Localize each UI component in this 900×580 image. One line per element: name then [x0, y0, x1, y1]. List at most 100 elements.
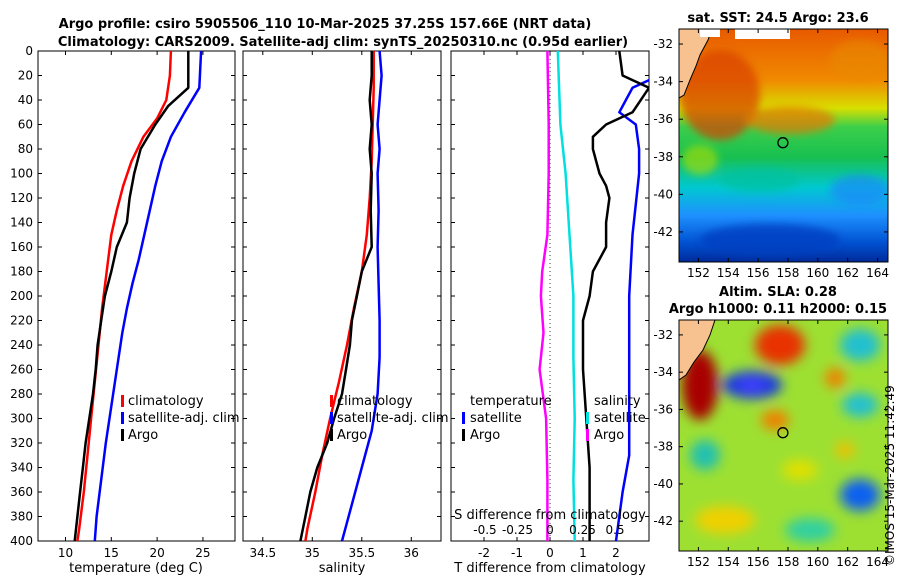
x-tick-label: 35 — [305, 546, 320, 560]
salinity-series — [299, 51, 383, 541]
lat-tick-label: -40 — [653, 187, 673, 201]
legend-swatch-t-satellite — [462, 412, 465, 424]
series-line-climatology — [76, 51, 173, 541]
lat-tick-label: -38 — [653, 440, 673, 454]
lon-tick-label: 156 — [747, 266, 770, 280]
sst-map-title: sat. SST: 24.5 Argo: 23.6 — [687, 11, 868, 26]
s-difference-label: S difference from climatology — [454, 508, 646, 523]
lat-tick-label: -40 — [653, 477, 673, 491]
legend-label-argo: Argo — [337, 428, 367, 443]
sst-patches — [680, 40, 888, 256]
salinity-x-axis: 34.5 35 35.5 36 — [249, 51, 419, 560]
s-difference-ticks: -0.5 -0.25 0 0.25 0.5 — [473, 523, 624, 537]
depth-tick-label: 180 — [10, 265, 33, 279]
lon-tick-label: 152 — [687, 555, 710, 569]
x-tick-label: 34.5 — [249, 546, 276, 560]
depth-tick-label: 60 — [18, 118, 33, 132]
temperature-series — [73, 51, 203, 541]
legend-label-satellite: satellite-adj. clim — [337, 411, 449, 426]
salinity-axes-box — [242, 50, 442, 542]
sla-map-title-2: Argo h1000: 0.11 h2000: 0.15 — [669, 302, 887, 317]
depth-tick-label: 380 — [10, 510, 33, 524]
lon-tick-label: 154 — [717, 555, 740, 569]
legend-swatch-s-satellite — [586, 412, 589, 424]
series-line-s-argo — [538, 51, 550, 541]
x-tick-label: 10 — [58, 546, 73, 560]
series-line-argo — [73, 51, 190, 541]
legend-label-t-argo: Argo — [470, 428, 500, 443]
sst-cloud-gap — [735, 29, 790, 39]
legend-swatch-climatology — [121, 395, 124, 407]
lon-tick-label: 162 — [836, 266, 859, 280]
series-line-satellite-adj-clim — [93, 51, 203, 541]
sla-field — [679, 320, 888, 551]
legend-swatch-s-argo — [586, 429, 589, 441]
legend-label-climatology: climatology — [128, 394, 204, 409]
lon-tick-label: 158 — [777, 555, 800, 569]
depth-tick-label: 220 — [10, 314, 33, 328]
lon-tick-label: 164 — [866, 555, 889, 569]
lon-tick-label: 156 — [747, 555, 770, 569]
series-line-t-satellite — [614, 78, 649, 541]
x-tick-label: 1 — [579, 546, 587, 560]
temperature-axes-box — [37, 50, 236, 542]
x-tick-label: 0 — [546, 546, 554, 560]
lat-tick-label: -42 — [653, 225, 673, 239]
lat-tick-label: -42 — [653, 514, 673, 528]
depth-tick-label: 80 — [18, 142, 33, 156]
depth-tick-label: 20 — [18, 69, 33, 83]
salinity-depth-ticks — [243, 50, 441, 542]
sla-map-frame — [678, 319, 889, 552]
sst-lat-axis: -32 -34 -36 -38 -40 -42 — [653, 37, 888, 239]
x-tick-label: 35.5 — [348, 546, 375, 560]
depth-tick-label: 340 — [10, 461, 33, 475]
lat-tick-label: -32 — [653, 37, 673, 51]
temperature-legend: climatology satellite-adj. clim Argo — [121, 394, 240, 443]
depth-tick-label: 140 — [10, 216, 33, 230]
sst-map: sat. SST: 24.5 Argo: 23.6 -32 -34 -36 -38 -4… — [653, 11, 889, 280]
sla-lat-axis: -32 -34 -36 -38 -40 -42 — [653, 328, 888, 528]
lat-tick-label: -34 — [653, 75, 673, 89]
difference-legend-salinity: salinity satellite Argo — [586, 394, 646, 443]
title-line-1: Argo profile: csiro 5905506_110 10-Mar-2… — [59, 17, 592, 32]
sst-cloud-gap-2 — [700, 29, 720, 37]
x-tick-label: -2 — [478, 546, 490, 560]
s-difference-tick-label: -0.25 — [502, 523, 533, 537]
series-line-t-argo — [581, 51, 649, 541]
x-tick-label: 25 — [195, 546, 210, 560]
temperature-xlabel: temperature (deg C) — [69, 561, 203, 576]
difference-x-axis: -2 -1 0 1 2 — [478, 51, 620, 560]
depth-tick-label: 320 — [10, 436, 33, 450]
difference-series — [538, 51, 649, 541]
lon-tick-label: 164 — [866, 266, 889, 280]
s-difference-tick-label: 0 — [546, 523, 554, 537]
x-tick-label: 20 — [149, 546, 164, 560]
s-difference-tick-label: -0.5 — [473, 523, 496, 537]
depth-tick-label: 400 — [10, 534, 33, 548]
series-line-argo — [299, 51, 373, 541]
temperature-x-axis: 10 15 20 25 — [58, 51, 211, 560]
lat-tick-label: -38 — [653, 150, 673, 164]
imos-watermark: ©IMOS 15-Mar-2025 11:42:49 — [883, 385, 897, 566]
depth-tick-label: 360 — [10, 485, 33, 499]
sst-field — [679, 29, 888, 262]
salinity-xlabel: salinity — [319, 561, 366, 576]
lon-tick-label: 154 — [717, 266, 740, 280]
legend-swatch-argo — [121, 429, 124, 441]
lon-tick-label: 152 — [687, 266, 710, 280]
legend-label-s-satellite: satellite — [594, 411, 646, 426]
legend-label-climatology: climatology — [337, 394, 413, 409]
difference-depth-ticks — [451, 50, 649, 542]
temperature-panel: 0 20 40 60 80 100 120 140 160 180 200 220 240 260 280 3… — [10, 44, 240, 576]
depth-tick-label: 240 — [10, 338, 33, 352]
legend-label-t-satellite: satellite — [470, 411, 522, 426]
x-tick-label: 2 — [612, 546, 620, 560]
lon-tick-label: 162 — [836, 555, 859, 569]
legend-label-satellite: satellite-adj. clim — [128, 411, 240, 426]
sla-lon-axis: 152 154 156 158 160 162 164 — [687, 320, 889, 569]
lat-tick-label: -32 — [653, 328, 673, 342]
lon-tick-label: 158 — [777, 266, 800, 280]
legend-swatch-climatology — [330, 395, 333, 407]
lat-tick-label: -36 — [653, 402, 673, 416]
